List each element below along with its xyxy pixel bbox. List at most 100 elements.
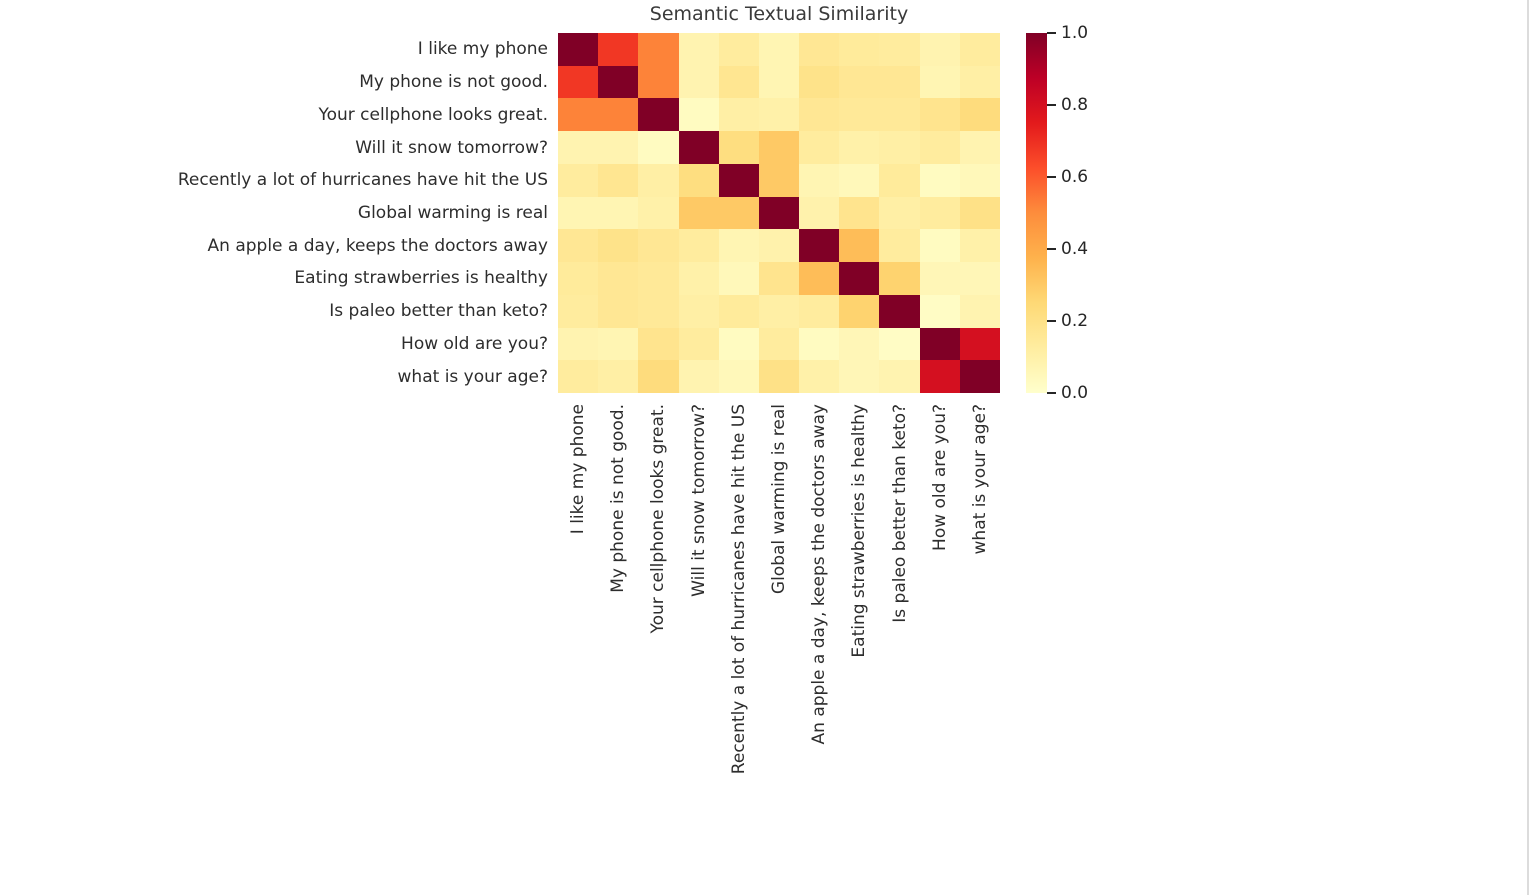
heatmap-cell <box>718 163 760 198</box>
heatmap-cell <box>718 327 760 361</box>
heatmap-cell <box>558 196 599 230</box>
heatmap-cell <box>718 360 760 394</box>
heatmap-cell <box>919 163 961 198</box>
x-tick-label: Will it snow tomorrow? <box>688 404 709 597</box>
colorbar-tick-label: 0.6 <box>1061 167 1089 187</box>
heatmap-cell <box>718 262 760 296</box>
heatmap-cell <box>638 294 680 329</box>
heatmap-cell <box>839 327 880 361</box>
heatmap-cell <box>879 163 921 198</box>
y-tick-label: Global warming is real <box>357 203 548 223</box>
colorbar <box>1026 33 1047 393</box>
heatmap-cell <box>598 262 639 296</box>
heatmap <box>558 33 1001 394</box>
heatmap-cell <box>839 33 880 67</box>
x-tick-label: Your cellphone looks great. <box>648 404 669 634</box>
colorbar-tick-label: 0.8 <box>1061 95 1089 115</box>
heatmap-cell <box>758 98 800 132</box>
chart-title: Semantic Textual Similarity <box>649 3 909 25</box>
heatmap-cell <box>638 163 680 198</box>
colorbar-tick-label: 0.0 <box>1061 383 1089 403</box>
x-tick-label: An apple a day, keeps the doctors away <box>809 404 830 745</box>
heatmap-cell <box>678 360 720 394</box>
x-tick-label: I like my phone <box>568 404 589 535</box>
x-tick-label: Global warming is real <box>769 404 789 595</box>
heatmap-cell <box>959 327 1001 361</box>
heatmap-cell <box>598 33 639 67</box>
heatmap-cell <box>598 98 639 132</box>
heatmap-cell <box>799 229 840 263</box>
heatmap-cell <box>959 196 1001 230</box>
heatmap-cell <box>839 262 880 296</box>
heatmap-cell <box>959 131 1001 165</box>
heatmap-cell <box>839 196 880 230</box>
heatmap-cell <box>718 196 760 230</box>
y-tick-label: How old are you? <box>401 333 548 354</box>
heatmap-cell <box>959 262 1001 296</box>
heatmap-cell <box>959 229 1001 263</box>
x-tick-label: Recently a lot of hurricanes have hit th… <box>728 404 749 775</box>
heatmap-cell <box>879 262 921 296</box>
y-tick-label: what is your age? <box>397 366 548 387</box>
heatmap-cell <box>879 229 921 263</box>
heatmap-cell <box>598 327 639 361</box>
heatmap-cell <box>959 65 1001 99</box>
y-tick-label: Your cellphone looks great. <box>318 104 548 125</box>
heatmap-cell <box>959 294 1001 329</box>
heatmap-cell <box>959 33 1001 67</box>
heatmap-cell <box>638 65 680 99</box>
heatmap-cell <box>839 294 880 329</box>
heatmap-cell <box>799 262 840 296</box>
colorbar-tick-mark <box>1047 32 1056 34</box>
x-tick-label: Is paleo better than keto? <box>889 404 910 623</box>
heatmap-cell <box>718 229 760 263</box>
heatmap-cell <box>959 163 1001 198</box>
heatmap-cell <box>718 98 760 132</box>
y-tick-label: Recently a lot of hurricanes have hit th… <box>177 170 548 191</box>
heatmap-cell <box>678 98 720 132</box>
heatmap-cell <box>919 131 961 165</box>
heatmap-cell <box>598 163 639 198</box>
heatmap-cell <box>638 98 680 132</box>
heatmap-cell <box>879 196 921 230</box>
heatmap-cell <box>638 360 680 394</box>
heatmap-cell <box>799 294 840 329</box>
heatmap-cell <box>879 294 921 329</box>
heatmap-cell <box>879 98 921 132</box>
heatmap-cell <box>799 163 840 198</box>
heatmap-cell <box>558 262 599 296</box>
x-tick-label: Eating strawberries is healthy <box>849 404 870 658</box>
heatmap-cell <box>678 65 720 99</box>
heatmap-cell <box>598 65 639 99</box>
heatmap-cell <box>879 131 921 165</box>
colorbar-tick-mark <box>1047 176 1056 178</box>
heatmap-cell <box>638 327 680 361</box>
heatmap-cell <box>758 294 800 329</box>
heatmap-cell <box>839 163 880 198</box>
x-tick-label: My phone is not good. <box>608 404 629 593</box>
heatmap-cell <box>758 262 800 296</box>
heatmap-cell <box>598 360 639 394</box>
heatmap-cell <box>718 65 760 99</box>
heatmap-cell <box>959 98 1001 132</box>
colorbar-tick-label: 0.2 <box>1061 311 1089 331</box>
heatmap-cell <box>678 327 720 361</box>
heatmap-cell <box>839 360 880 394</box>
heatmap-cell <box>558 163 599 198</box>
y-tick-label: My phone is not good. <box>359 72 548 93</box>
heatmap-cell <box>799 65 840 99</box>
y-tick-label: Is paleo better than keto? <box>329 301 548 322</box>
heatmap-cell <box>919 65 961 99</box>
heatmap-cell <box>799 98 840 132</box>
heatmap-cell <box>558 98 599 132</box>
heatmap-cell <box>919 33 961 67</box>
heatmap-cell <box>919 360 961 394</box>
heatmap-cell <box>718 131 760 165</box>
heatmap-cell <box>638 229 680 263</box>
heatmap-cell <box>558 131 599 165</box>
heatmap-cell <box>839 65 880 99</box>
heatmap-cell <box>839 98 880 132</box>
heatmap-cell <box>598 294 639 329</box>
heatmap-cell <box>919 229 961 263</box>
heatmap-cell <box>558 65 599 99</box>
